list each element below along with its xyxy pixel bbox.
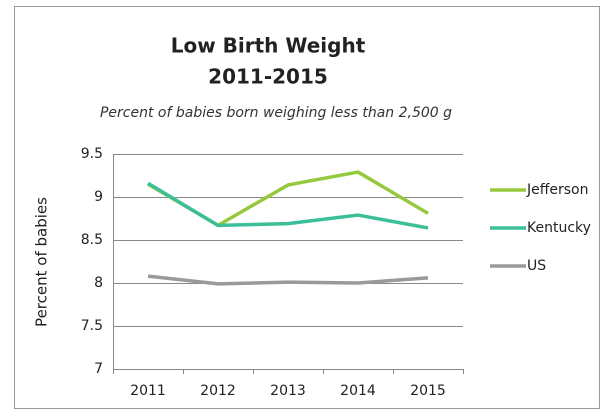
- series-line: [147, 181, 429, 230]
- chart-title: 2011-2015: [208, 65, 328, 89]
- y-tick-label: 7: [94, 361, 103, 377]
- chart-subtitle: Percent of babies born weighing less tha…: [100, 105, 452, 121]
- legend-label: US: [527, 258, 546, 274]
- series-line: [147, 274, 429, 286]
- x-tick-label: 2015: [410, 383, 446, 399]
- chart-frame: [14, 6, 600, 409]
- chart-title: Low Birth Weight: [171, 34, 366, 58]
- y-axis-label: Percent of babies: [33, 197, 51, 327]
- y-tick-label: 7.5: [81, 318, 103, 334]
- y-tick-label: 8.5: [81, 232, 103, 248]
- y-tick-label: 8: [94, 275, 103, 291]
- y-tick-label: 9: [94, 189, 103, 205]
- legend-label: Kentucky: [527, 220, 591, 236]
- legend-label: Jefferson: [526, 182, 589, 198]
- x-tick-label: 2014: [340, 383, 376, 399]
- x-tick-label: 2011: [130, 383, 166, 399]
- x-tick-label: 2012: [200, 383, 236, 399]
- x-tick-label: 2013: [270, 383, 306, 399]
- y-tick-label: 9.5: [81, 146, 103, 162]
